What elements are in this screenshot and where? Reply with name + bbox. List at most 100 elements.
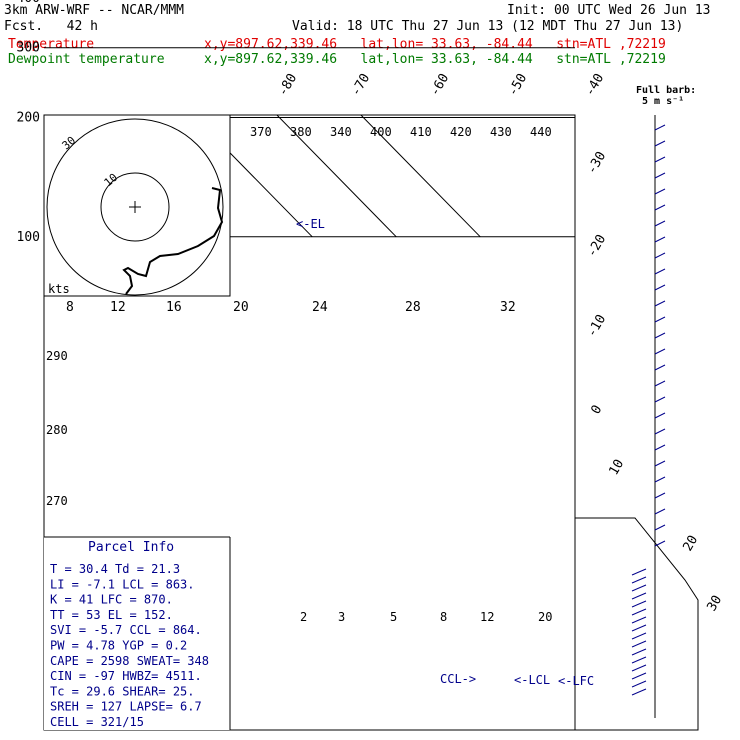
parcel-info-row: SVI = -5.7 CCL = 864.	[50, 623, 202, 637]
parcel-info-box	[44, 537, 230, 730]
parcel-info-row: TT = 53 EL = 152.	[50, 608, 173, 622]
wind-barb	[631, 640, 647, 648]
wind-barb	[631, 664, 647, 672]
mixing-ratio-label: 8	[440, 610, 447, 624]
wind-barb	[654, 380, 666, 387]
wind-barb	[654, 124, 666, 131]
theta-label: 380	[290, 125, 312, 139]
dry-adiabat	[0, 0, 10, 237]
hodo-speed-label: 32	[500, 300, 516, 315]
wind-barb	[654, 428, 666, 435]
parcel-info-row: CELL = 321/15	[50, 715, 144, 729]
wind-barb	[654, 492, 666, 499]
lcl-marker: <-LCL	[514, 673, 550, 687]
isotherm-label: -30	[584, 149, 609, 177]
pressure-label: 100	[17, 230, 40, 245]
wind-barb	[631, 688, 647, 696]
wind-barb	[654, 204, 666, 211]
parcel-info-row: T = 30.4 Td = 21.3	[50, 562, 180, 576]
wind-legend-title: Full barb:	[636, 85, 696, 96]
theta-label: 410	[410, 125, 432, 139]
wind-barb	[631, 672, 647, 680]
wind-barb	[654, 524, 666, 531]
wind-barb	[654, 316, 666, 323]
wind-barb	[654, 412, 666, 419]
temperature-legend: Temperature	[8, 37, 95, 52]
valid-time: Valid: 18 UTC Thu 27 Jun 13 (12 MDT Thu …	[292, 19, 684, 34]
wind-barb	[654, 460, 666, 467]
hodo-speed-label: 20	[233, 300, 249, 315]
wind-barb	[654, 172, 666, 179]
model-title: 3km ARW-WRF -- NCAR/MMM	[4, 3, 185, 18]
wind-barb	[631, 648, 647, 656]
pressure-label: 300	[17, 41, 40, 56]
pressure-label: 400	[17, 0, 40, 6]
temperature-location: x,y=897.62,339.46 lat,lon= 33.63, -84.44…	[204, 37, 666, 52]
hodograph-ring-outer	[46, 118, 224, 296]
isotherm-label: 30	[704, 593, 725, 614]
mixing-ratio-label: 3	[338, 610, 345, 624]
theta-side-label: 270	[46, 494, 68, 508]
hodograph-trace	[122, 187, 224, 295]
hodo-speed-label: 8	[66, 300, 74, 315]
theta-side-label: 280	[46, 423, 68, 437]
wind-barb	[631, 592, 647, 600]
wind-barb	[654, 268, 666, 275]
parcel-info-row: LI = -7.1 LCL = 863.	[50, 577, 195, 591]
theta-label: 400	[370, 125, 392, 139]
plot-frame	[43, 114, 576, 731]
isotherm-label: -70	[348, 71, 373, 99]
parcel-info-row: SREH = 127 LAPSE= 6.7	[50, 700, 202, 714]
wind-barb	[654, 396, 666, 403]
wind-barb	[654, 508, 666, 515]
mixing-ratio-label: 2	[300, 610, 307, 624]
chart-labels: 1002003004005006007008009001000-80-70-60…	[17, 0, 725, 730]
wind-barb	[631, 616, 647, 624]
forecast-hour: Fcst. 42 h	[4, 19, 98, 34]
wind-barb	[631, 608, 647, 616]
wind-barb	[654, 156, 666, 163]
parcel-info-row: CIN = -97 HWBZ= 4511.	[50, 669, 202, 683]
el-marker: <-EL	[296, 217, 325, 231]
lower-right-frame	[575, 517, 699, 731]
wind-barb	[654, 220, 666, 227]
isotherm-label: 0	[588, 403, 605, 417]
hodo-speed-label: 12	[110, 300, 126, 315]
parcel-info-row: K = 41 LFC = 870.	[50, 593, 173, 607]
wind-barb	[631, 584, 647, 592]
isotherm	[276, 115, 397, 238]
hodo-speed-label: 16	[166, 300, 182, 315]
theta-label: 440	[530, 125, 552, 139]
lfc-marker: <-LFC	[558, 674, 594, 688]
wind-barb	[631, 600, 647, 608]
isotherm-label: -40	[582, 71, 607, 99]
wind-barb	[654, 300, 666, 307]
wind-barb	[654, 140, 666, 147]
dewpoint-legend: Dewpoint temperature	[8, 52, 165, 67]
hodo-speed-label: 28	[405, 300, 421, 315]
ccl-marker: CCL->	[440, 672, 476, 686]
wind-barb	[631, 624, 647, 632]
isotherm	[360, 115, 481, 238]
wind-barb	[631, 656, 647, 664]
hodo-speed-label: 24	[312, 300, 328, 315]
wind-barb	[654, 236, 666, 243]
wind-barb	[654, 284, 666, 291]
isotherm-label: -80	[275, 71, 300, 99]
isotherm-label: -10	[584, 312, 609, 340]
theta-label: 420	[450, 125, 472, 139]
wind-barb	[631, 576, 647, 584]
mixing-ratio-label: 5	[390, 610, 397, 624]
wind-barb	[631, 680, 647, 688]
wind-barb	[631, 632, 647, 640]
wind-barb	[654, 348, 666, 355]
parcel-info-row: CAPE = 2598 SWEAT= 348	[50, 654, 209, 668]
parcel-info-row: PW = 4.78 YGP = 0.2	[50, 639, 187, 653]
wind-barb	[631, 568, 647, 576]
wind-barb	[654, 444, 666, 451]
wind-barb	[654, 476, 666, 483]
isotherm-label: -60	[427, 71, 452, 99]
wind-barb	[654, 364, 666, 371]
